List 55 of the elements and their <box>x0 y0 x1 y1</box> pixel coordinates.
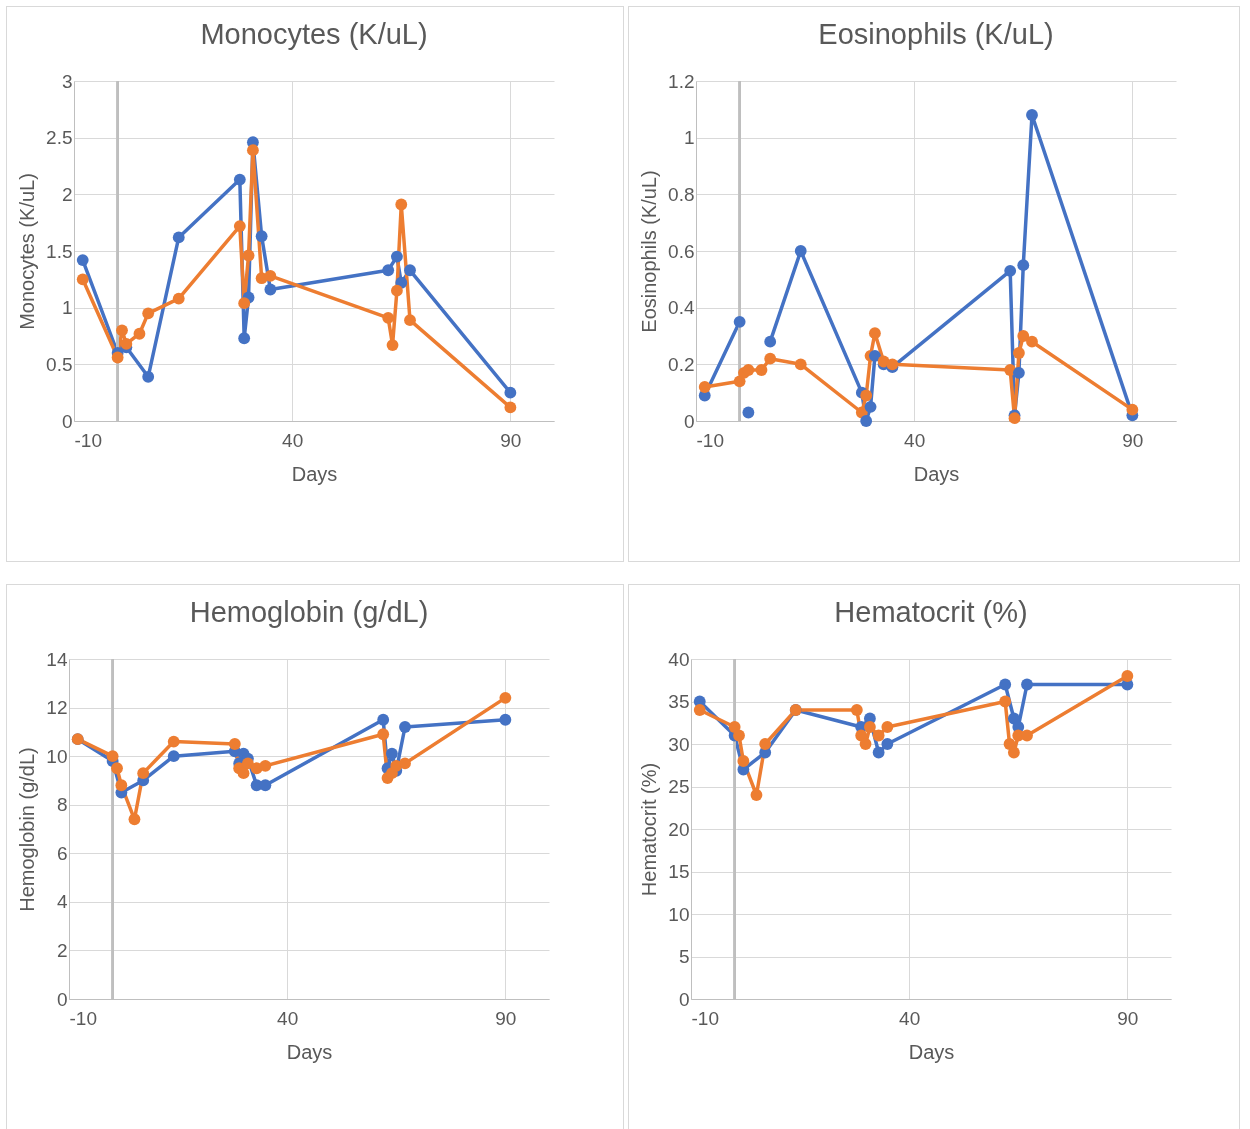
y-tick-label: 20 <box>668 818 690 840</box>
x-tick-label: 90 <box>495 1007 517 1029</box>
x-tick-label: -10 <box>696 429 724 451</box>
y-tick-label: 2.5 <box>46 127 73 149</box>
y-tick-label: 3 <box>61 70 73 92</box>
y-tick-label: 0.6 <box>668 240 695 262</box>
y-tick-label: 0 <box>61 410 73 432</box>
y-tick-label: 5 <box>678 946 690 967</box>
y-tick-label: 40 <box>668 648 690 670</box>
y-axis-title: Eosinophils (K/uL) <box>638 170 661 333</box>
y-tick-label: 0 <box>56 988 68 1010</box>
x-tick-label: -10 <box>74 429 102 451</box>
chart-title: Hemoglobin (g/dL) <box>189 596 429 628</box>
y-tick-label: 2 <box>56 939 68 961</box>
y-tick-label: 0.4 <box>668 297 695 319</box>
y-tick-label: 30 <box>668 733 690 755</box>
x-axis-title: Days <box>286 1040 333 1063</box>
y-tick-label: 0.2 <box>668 353 695 375</box>
x-axis-title: Days <box>291 462 338 485</box>
y-tick-label: 0 <box>678 988 690 1010</box>
y-tick-label: 1.2 <box>668 70 695 92</box>
x-tick-label: 40 <box>282 429 304 451</box>
chart-title: Eosinophils (K/uL) <box>818 18 1054 50</box>
y-tick-label: 1 <box>683 127 695 149</box>
y-tick-label: 25 <box>668 776 690 797</box>
x-tick-label: 40 <box>904 429 926 451</box>
y-tick-label: 35 <box>668 691 690 712</box>
y-tick-label: 0.5 <box>46 353 73 375</box>
chart-title: Monocytes (K/uL) <box>200 18 428 50</box>
x-axis-title: Days <box>913 462 960 485</box>
y-axis-title: Monocytes (K/uL) <box>16 173 39 330</box>
x-axis-title: Days <box>908 1040 955 1063</box>
y-tick-label: 15 <box>668 861 690 882</box>
y-tick-label: 1 <box>61 297 73 319</box>
y-tick-label: 10 <box>46 745 68 767</box>
x-tick-label: 90 <box>1122 429 1144 451</box>
y-axis-title: Hemoglobin (g/dL) <box>16 747 39 912</box>
y-tick-label: 0 <box>683 410 695 432</box>
y-tick-label: 2 <box>61 183 73 205</box>
x-tick-label: 40 <box>899 1007 921 1029</box>
x-tick-label: -10 <box>69 1007 97 1029</box>
x-tick-label: 90 <box>1117 1007 1139 1029</box>
y-tick-label: 10 <box>668 903 690 925</box>
y-axis-title: Hematocrit (%) <box>638 762 661 897</box>
y-tick-label: 1.5 <box>46 240 73 262</box>
y-tick-label: 8 <box>56 794 68 816</box>
x-tick-label: 90 <box>500 429 522 451</box>
x-tick-label: -10 <box>691 1007 719 1029</box>
x-tick-label: 40 <box>277 1007 299 1029</box>
y-tick-label: 14 <box>46 648 68 670</box>
chart-title: Hematocrit (%) <box>834 596 1028 628</box>
y-tick-label: 12 <box>46 697 68 719</box>
y-tick-label: 4 <box>56 891 68 913</box>
y-tick-label: 0.8 <box>668 183 695 205</box>
y-tick-label: 6 <box>56 842 68 864</box>
